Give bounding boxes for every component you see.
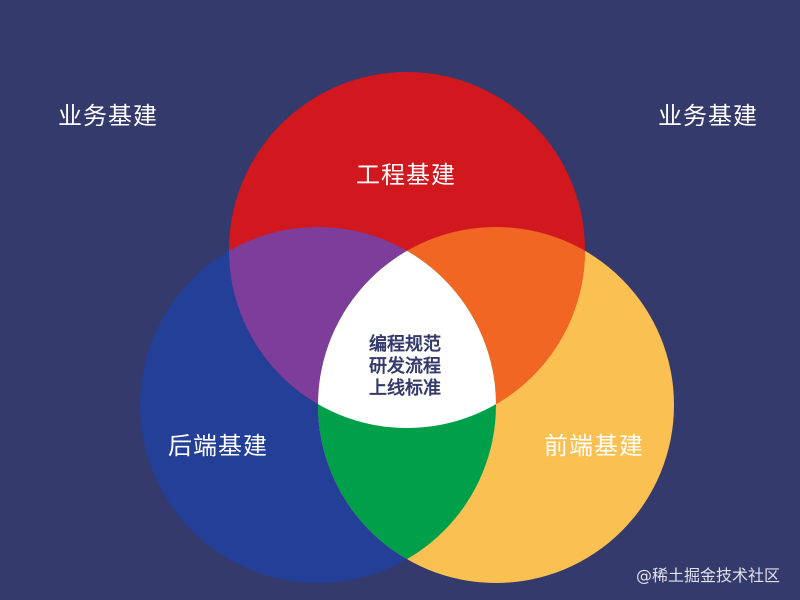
credit-watermark: @稀土掘金技术社区 bbox=[635, 566, 780, 585]
corner-label-left: 业务基建 bbox=[58, 102, 158, 130]
center-text: 编程规范 研发流程 上线标准 bbox=[350, 334, 460, 400]
frontend-label: 前端基建 bbox=[544, 432, 644, 460]
backend-label: 后端基建 bbox=[168, 432, 268, 460]
corner-label-right: 业务基建 bbox=[658, 102, 758, 130]
engineering-label: 工程基建 bbox=[356, 161, 456, 189]
center-text-line-3: 上线标准 bbox=[369, 378, 441, 399]
center-text-line-2: 研发流程 bbox=[369, 356, 441, 377]
center-overlap bbox=[318, 227, 496, 428]
center-text-line-1: 编程规范 bbox=[369, 334, 441, 355]
